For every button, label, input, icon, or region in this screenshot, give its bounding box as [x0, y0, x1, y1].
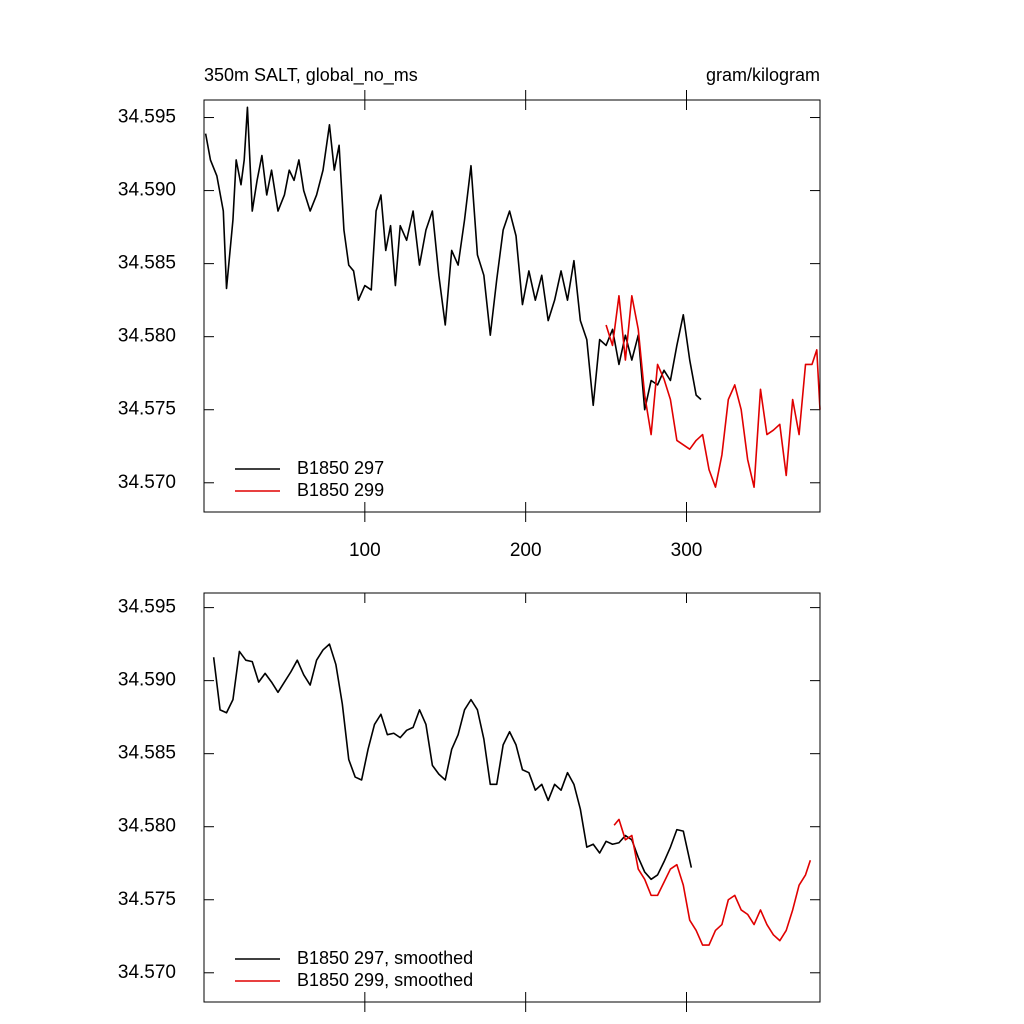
legend-label: B1850 297 [297, 458, 384, 478]
y-tick-label: 34.570 [118, 962, 176, 983]
plot-frame [203, 99, 821, 513]
x-tick-label: 300 [671, 540, 703, 561]
y-tick-label: 34.580 [118, 326, 176, 347]
units-label: gram/kilogram [706, 65, 820, 85]
legend-label: B1850 299 [297, 480, 384, 500]
x-tick-label: 200 [510, 540, 542, 561]
y-tick-label: 34.595 [118, 107, 176, 128]
series-line [212, 643, 693, 881]
y-tick-label: 34.590 [118, 180, 176, 201]
plot-frame [203, 592, 821, 1003]
y-tick-label: 34.575 [118, 399, 176, 420]
x-tick-label: 100 [349, 540, 381, 561]
y-tick-label: 34.590 [118, 670, 176, 691]
y-tick-label: 34.575 [118, 889, 176, 910]
y-tick-label: 34.585 [118, 743, 176, 764]
y-tick-label: 34.580 [118, 816, 176, 837]
series-line [204, 106, 702, 411]
chart-title: 350m SALT, global_no_ms [204, 65, 418, 86]
series-line [613, 818, 812, 946]
y-tick-label: 34.595 [118, 597, 176, 618]
series-line [605, 294, 821, 488]
legend-label: B1850 299, smoothed [297, 970, 473, 990]
y-tick-label: 34.570 [118, 472, 176, 493]
legend-label: B1850 297, smoothed [297, 948, 473, 968]
y-tick-label: 34.585 [118, 253, 176, 274]
